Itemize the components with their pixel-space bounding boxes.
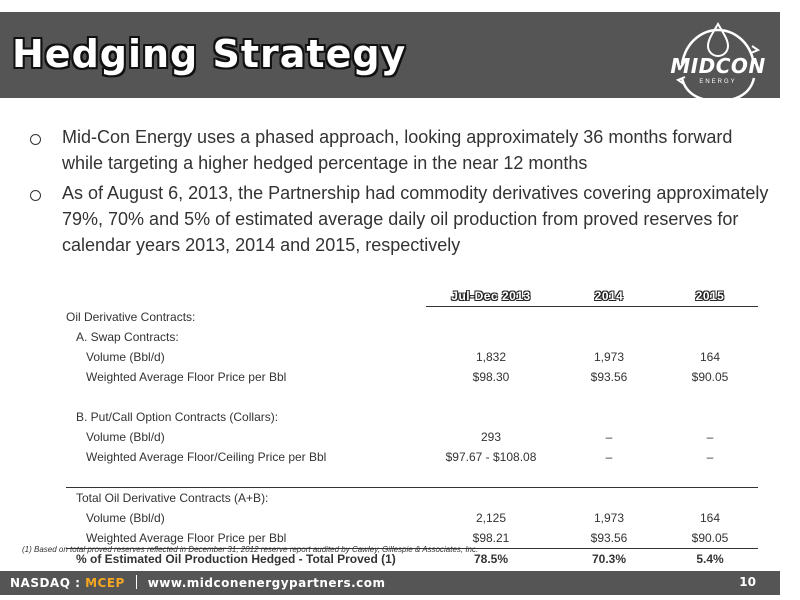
footer-info: NASDAQ : MCEP www.midconenergypartners.c… [10,575,386,590]
cell: – [706,450,714,464]
cell: – [605,430,613,444]
cell: 2,125 [475,511,507,525]
row-label: Volume (Bbl/d) [86,511,165,525]
total-hedged-row: % of Estimated Oil Production Hedged - T… [66,549,758,570]
cell: 1,973 [593,511,625,525]
row-label: Volume (Bbl/d) [86,430,165,444]
company-logo: MIDCON ENERGY [668,20,768,102]
row-label: Volume (Bbl/d) [86,350,165,364]
cell: 1,973 [593,350,625,364]
group-label: Total Oil Derivative Contracts (A+B): [66,487,426,508]
cell: 164 [699,350,721,364]
cell: $90.05 [662,528,758,549]
page-title: Hedging Strategy [12,32,407,76]
table-row: Oil Derivative Contracts: [66,307,758,328]
bullet-circle-icon [30,190,41,201]
title-banner: Hedging Strategy MIDCON ENERGY [0,12,780,102]
row-label: % of Estimated Oil Production Hedged - T… [76,552,396,566]
page-number: 10 [739,575,756,589]
table-row: Volume (Bbl/d) 293 – – [66,427,758,447]
cell: 293 [480,430,502,444]
exchange-label: NASDAQ : [10,576,81,590]
column-header: Jul-Dec 2013 [426,286,556,307]
row-label: Weighted Average Floor Price per Bbl [66,528,426,549]
row-label: Weighted Average Floor Price per Bbl [86,370,287,384]
column-header: 2015 [662,286,758,307]
website-link[interactable]: www.midconenergypartners.com [147,576,386,590]
logo-subtitle: ENERGY [699,79,737,85]
cell: – [706,430,714,444]
cell: 5.4% [696,552,724,566]
bullet-item: Mid-Con Energy uses a phased approach, l… [30,124,770,176]
cell: $98.30 [472,370,510,384]
group-label: A. Swap Contracts: [76,330,179,344]
bullet-item: As of August 6, 2013, the Partnership ha… [30,180,770,258]
footer-bar: NASDAQ : MCEP www.midconenergypartners.c… [0,571,780,595]
table-row: A. Swap Contracts: [66,327,758,347]
bullet-text: Mid-Con Energy uses a phased approach, l… [62,127,733,173]
section-title: Oil Derivative Contracts: [66,309,196,324]
table-header-row: Jul-Dec 2013 2014 2015 [66,286,758,307]
table-row: Weighted Average Floor/Ceiling Price per… [66,447,758,467]
bullet-list: Mid-Con Energy uses a phased approach, l… [30,124,770,262]
oil-derivatives-table: Jul-Dec 2013 2014 2015 Oil Derivative Co… [66,286,758,569]
table-row: Volume (Bbl/d) 2,125 1,973 164 [66,508,758,528]
footnote: (1) Based on total proved reserves refle… [22,545,479,554]
table-row: Weighted Average Floor Price per Bbl $98… [66,528,758,549]
cell: – [605,450,613,464]
cell: $98.21 [426,528,556,549]
bullet-text: As of August 6, 2013, the Partnership ha… [62,183,769,255]
cell: 1,832 [475,350,507,364]
column-header: 2014 [556,286,662,307]
table-row: Total Oil Derivative Contracts (A+B): [66,487,758,508]
oil-drop-icon [675,22,761,102]
cell: 70.3% [591,552,627,566]
group-label: B. Put/Call Option Contracts (Collars): [76,410,279,424]
cell: $93.56 [590,370,628,384]
table-row: Volume (Bbl/d) 1,832 1,973 164 [66,347,758,367]
cell: $93.56 [556,528,662,549]
row-label: Weighted Average Floor/Ceiling Price per… [86,450,327,464]
table-row: Weighted Average Floor Price per Bbl $98… [66,367,758,387]
ticker-symbol: MCEP [85,576,125,590]
cell: $97.67 - $108.08 [445,450,537,464]
logo-wordmark: MIDCON [670,54,766,78]
cell: 78.5% [473,552,509,566]
cell: 164 [699,511,721,525]
cell: $90.05 [691,370,729,384]
bullet-circle-icon [30,134,41,145]
table-row: B. Put/Call Option Contracts (Collars): [66,407,758,427]
divider [135,575,138,589]
